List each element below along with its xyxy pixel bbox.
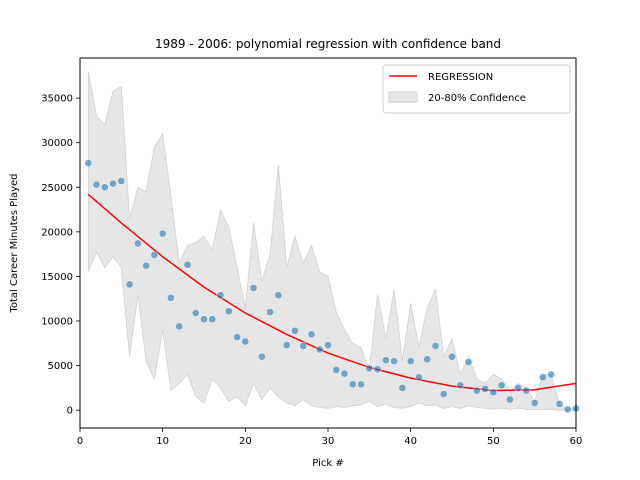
scatter-point <box>282 341 291 349</box>
scatter-point <box>390 357 398 365</box>
scatter-point <box>555 400 564 408</box>
scatter-point <box>183 260 192 269</box>
scatter-point <box>125 280 134 289</box>
scatter-point <box>522 386 531 395</box>
scatter-point <box>142 261 150 270</box>
scatter-point <box>506 395 514 404</box>
x-tick-label: 10 <box>156 436 169 447</box>
scatter-point <box>266 308 274 316</box>
scatter-point <box>398 384 407 392</box>
scatter-point <box>299 342 308 350</box>
y-tick-label: 25000 <box>41 183 73 194</box>
scatter-point <box>340 369 349 378</box>
scatter-point <box>249 284 258 292</box>
y-tick-label: 35000 <box>41 94 73 105</box>
scatter-point <box>514 384 522 392</box>
scatter-point <box>489 388 498 397</box>
scatter-point <box>200 315 208 324</box>
legend: REGRESSION 20-80% Confidence <box>382 64 571 114</box>
scatter-point <box>117 177 126 185</box>
scatter-point <box>258 352 266 361</box>
x-tick-label: 0 <box>77 436 83 447</box>
scatter-point <box>563 405 572 414</box>
scatter-point <box>382 356 390 365</box>
scatter-point <box>481 384 489 393</box>
x-tick-label: 30 <box>322 436 335 447</box>
scatter-point <box>415 373 423 382</box>
scatter-point <box>150 251 159 259</box>
x-tick-label: 40 <box>404 436 417 447</box>
scatter-point <box>431 342 440 350</box>
scatter-point <box>315 345 324 354</box>
scatter-point <box>439 390 448 398</box>
legend-band-label: 20-80% Confidence <box>428 93 526 104</box>
scatter-point <box>497 381 506 390</box>
scatter-point <box>134 239 142 248</box>
scatter-point <box>208 315 217 324</box>
scatter-point <box>464 358 473 366</box>
scatter-point <box>539 373 547 382</box>
legend-regression-label: REGRESSION <box>428 72 493 83</box>
y-tick-label: 30000 <box>41 138 73 149</box>
scatter-point <box>291 326 299 335</box>
y-tick-label: 0 <box>67 406 73 417</box>
scatter-point <box>332 366 341 374</box>
scatter-point <box>241 337 250 346</box>
scatter-point <box>406 357 415 365</box>
scatter-points-layer <box>84 159 580 414</box>
y-tick-label: 15000 <box>41 272 73 283</box>
chart-title: 1989 - 2006: polynomial regression with … <box>155 37 501 51</box>
y-tick-label: 5000 <box>48 361 73 372</box>
y-axis: 0 5000 10000 15000 20000 25000 30000 35000 <box>41 94 80 417</box>
scatter-point <box>472 386 481 395</box>
scatter-point <box>448 352 456 361</box>
legend-box <box>382 64 571 114</box>
y-axis-label: Total Career Minutes Played <box>9 173 20 313</box>
scatter-point <box>167 293 175 302</box>
x-axis: 0 10 20 30 40 50 60 <box>77 428 583 447</box>
scatter-point <box>100 183 109 192</box>
y-tick-label: 20000 <box>41 227 73 238</box>
x-axis-label: Pick # <box>312 458 343 469</box>
scatter-point <box>456 381 465 390</box>
scatter-point <box>92 180 101 189</box>
scatter-point <box>274 291 283 300</box>
scatter-point <box>365 364 374 373</box>
legend-band-swatch <box>388 91 418 103</box>
scatter-point <box>348 380 357 389</box>
scatter-point <box>109 179 117 188</box>
scatter-point <box>307 330 316 339</box>
x-tick-label: 60 <box>570 436 583 447</box>
scatter-point <box>530 399 539 407</box>
scatter-point <box>158 229 167 238</box>
scatter-point <box>84 159 93 168</box>
scatter-point <box>224 307 233 316</box>
scatter-point <box>357 380 365 389</box>
scatter-point <box>547 370 556 379</box>
scatter-point <box>233 333 241 341</box>
scatter-point <box>324 341 332 349</box>
y-tick-label: 10000 <box>41 317 73 328</box>
scatter-point <box>191 309 200 317</box>
x-tick-label: 50 <box>487 436 500 447</box>
scatter-point <box>423 355 432 364</box>
scatter-point <box>216 291 225 300</box>
x-tick-label: 20 <box>239 436 252 447</box>
scatter-point <box>373 365 382 374</box>
scatter-point <box>175 322 184 331</box>
